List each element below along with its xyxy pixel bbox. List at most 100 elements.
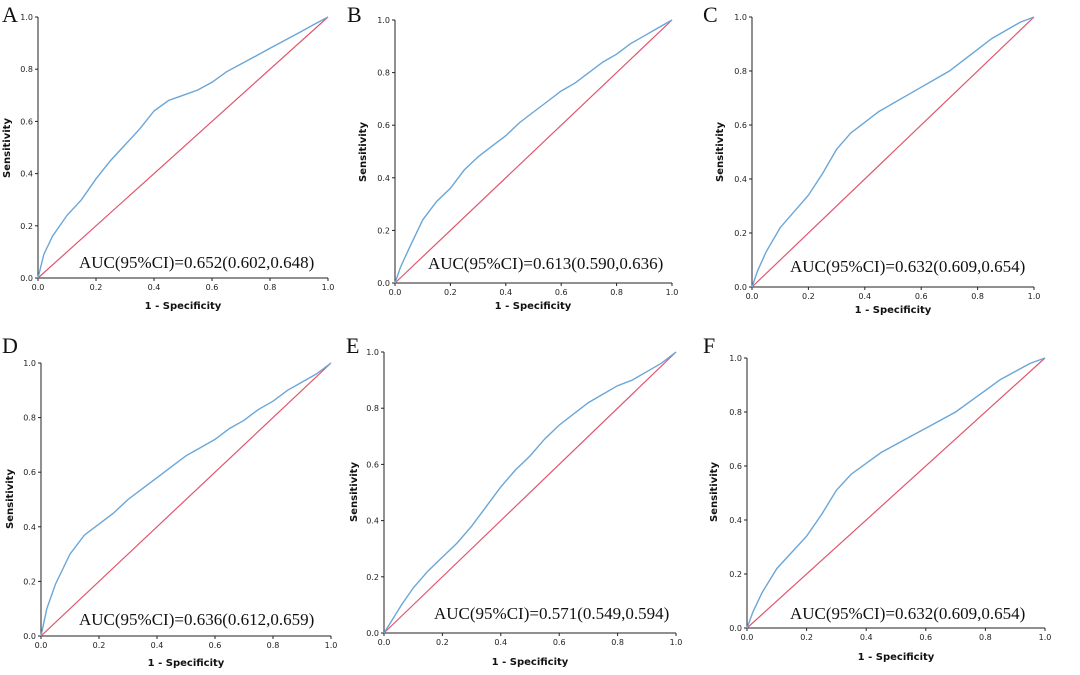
auc-annotation: AUC(95%CI)=0.652(0.602,0.648)	[79, 253, 314, 272]
x-tick-label: 0.2	[90, 283, 103, 292]
panel-label: C	[703, 2, 718, 27]
y-tick-label: 0.0	[734, 283, 747, 292]
y-tick-label: 1.0	[23, 359, 36, 368]
panel-label: D	[2, 333, 18, 358]
y-tick-label: 0.2	[23, 577, 36, 586]
auc-annotation: AUC(95%CI)=0.632(0.609,0.654)	[790, 257, 1025, 276]
x-tick-label: 0.8	[610, 288, 623, 297]
x-tick-label: 1.0	[666, 288, 679, 297]
y-tick-label: 0.8	[20, 65, 33, 74]
y-tick-label: 0.8	[23, 414, 36, 423]
roc-panel-d: D 0.00.0 0.2 0.2 0.4 0.4 0.6 0.6 0.8 0.8 1.0 1.0 1 -…	[2, 333, 337, 669]
roc-curve	[394, 19, 673, 284]
x-axis-title: 1 - Specificity	[145, 301, 222, 312]
reference-line	[40, 362, 332, 637]
x-axis-title: 1 - Specificity	[492, 657, 569, 668]
roc-panel-a: A 0.00.0 0.2 0.2 0.4 0.4 0.6 0.6 0.8 0.8 1.0 1.0 1 -…	[2, 2, 334, 312]
y-tick-label: 0.2	[20, 222, 33, 231]
x-tick-label: 0.6	[915, 292, 928, 301]
y-tick-label: 0.4	[20, 170, 33, 179]
y-tick-label: 0.2	[366, 573, 379, 582]
y-tick-label: 0.4	[377, 174, 390, 183]
y-tick-label: 0.6	[377, 121, 390, 130]
y-tick-label: 1.0	[366, 348, 379, 357]
reference-line	[394, 19, 673, 284]
x-tick-label: 0.8	[267, 641, 280, 650]
x-tick-label: 0.2	[802, 292, 815, 301]
auc-annotation: AUC(95%CI)=0.613(0.590,0.636)	[428, 254, 663, 273]
roc-curve	[40, 362, 332, 637]
x-tick-label: 0.0	[389, 288, 402, 297]
x-tick-label: 0.4	[148, 283, 161, 292]
y-tick-label: 0.2	[729, 570, 742, 579]
panel-label: A	[2, 2, 18, 27]
y-tick-label: 0.0	[377, 279, 390, 288]
y-tick-label: 0.6	[20, 117, 33, 126]
panel-label: F	[703, 333, 715, 358]
y-tick-label: 1.0	[377, 16, 390, 25]
x-tick-label: 0.4	[499, 288, 512, 297]
x-tick-label: 0.2	[93, 641, 106, 650]
y-tick-label: 0.2	[377, 226, 390, 235]
x-tick-label: 0.0	[35, 641, 48, 650]
x-tick-label: 0.4	[860, 633, 873, 642]
x-tick-label: 0.6	[555, 288, 568, 297]
y-tick-label: 0.8	[377, 69, 390, 78]
y-tick-label: 0.0	[729, 624, 742, 633]
y-tick-label: 0.6	[729, 462, 742, 471]
y-axis-title: Sensitivity	[349, 462, 360, 522]
x-tick-label: 0.6	[919, 633, 932, 642]
reference-line	[751, 16, 1035, 288]
panel-label: B	[347, 2, 362, 27]
y-tick-label: 1.0	[729, 354, 742, 363]
x-tick-label: 1.0	[1039, 633, 1052, 642]
auc-annotation: AUC(95%CI)=0.632(0.609,0.654)	[790, 604, 1025, 623]
roc-panel-c: C 0.00.0 0.2 0.2 0.4 0.4 0.6 0.6 0.8 0.8 1.0 1.0 1 -…	[703, 2, 1040, 316]
roc-curve	[383, 351, 677, 634]
x-tick-label: 0.6	[553, 638, 566, 647]
reference-line	[37, 16, 329, 279]
y-axis-title: Sensitivity	[709, 462, 720, 522]
x-tick-label: 0.0	[746, 292, 759, 301]
y-tick-label: 0.8	[734, 67, 747, 76]
reference-line	[746, 357, 1046, 629]
x-tick-label: 0.4	[151, 641, 164, 650]
x-tick-label: 0.4	[494, 638, 507, 647]
x-tick-label: 0.2	[444, 288, 457, 297]
y-tick-label: 0.0	[366, 629, 379, 638]
x-tick-label: 0.0	[32, 283, 45, 292]
x-tick-label: 0.8	[264, 283, 277, 292]
y-tick-label: 0.4	[729, 516, 742, 525]
roc-panel-f: F 0.00.0 0.2 0.2 0.4 0.4 0.6 0.6 0.8 0.8 1.0 1.0 1 -…	[703, 333, 1051, 663]
x-tick-label: 0.8	[971, 292, 984, 301]
y-tick-label: 1.0	[20, 13, 33, 22]
y-tick-label: 0.6	[366, 460, 379, 469]
x-axis-title: 1 - Specificity	[495, 301, 572, 312]
y-tick-label: 0.8	[729, 408, 742, 417]
y-axis-title: Sensitivity	[2, 118, 13, 178]
y-tick-label: 0.6	[23, 468, 36, 477]
x-tick-label: 0.6	[206, 283, 219, 292]
x-tick-label: 1.0	[325, 641, 338, 650]
x-tick-label: 0.8	[611, 638, 624, 647]
y-tick-label: 0.4	[366, 517, 379, 526]
x-axis-title: 1 - Specificity	[148, 658, 225, 669]
auc-annotation: AUC(95%CI)=0.636(0.612,0.659)	[79, 610, 314, 629]
auc-annotation: AUC(95%CI)=0.571(0.549,0.594)	[434, 604, 669, 623]
panel-label: E	[346, 333, 359, 358]
y-tick-label: 0.4	[734, 175, 747, 184]
y-axis-title: Sensitivity	[5, 469, 16, 529]
y-tick-label: 1.0	[734, 13, 747, 22]
x-tick-label: 0.2	[800, 633, 813, 642]
x-tick-label: 0.6	[209, 641, 222, 650]
x-tick-label: 1.0	[670, 638, 683, 647]
x-axis-title: 1 - Specificity	[855, 305, 932, 316]
x-tick-label: 1.0	[1028, 292, 1041, 301]
roc-panel-e: E 0.00.0 0.2 0.2 0.4 0.4 0.6 0.6 0.8 0.8 1.0 1.0 1 -…	[346, 333, 682, 668]
roc-panel-b: B 0.00.0 0.2 0.2 0.4 0.4 0.6 0.6 0.8 0.8 1.0 1.0 1 -…	[347, 2, 678, 312]
roc-curve	[37, 16, 329, 279]
x-tick-label: 0.0	[741, 633, 754, 642]
roc-curve	[746, 357, 1046, 629]
y-tick-label: 0.6	[734, 121, 747, 130]
y-axis-title: Sensitivity	[358, 122, 369, 182]
